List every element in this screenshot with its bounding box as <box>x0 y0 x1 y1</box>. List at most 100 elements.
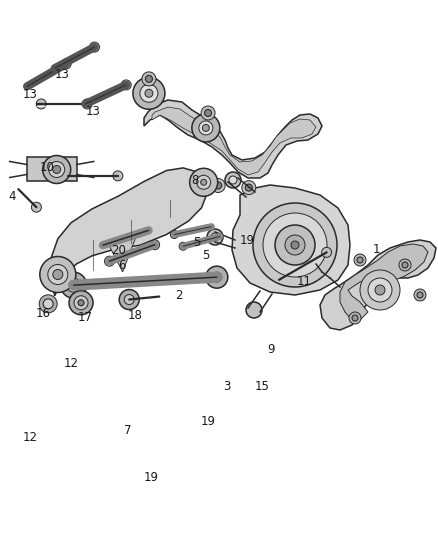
Circle shape <box>36 99 46 109</box>
Circle shape <box>89 42 99 52</box>
Text: 13: 13 <box>55 68 70 81</box>
Circle shape <box>39 295 57 313</box>
Circle shape <box>202 124 209 132</box>
Circle shape <box>42 156 71 183</box>
Circle shape <box>192 114 220 142</box>
Circle shape <box>40 256 76 293</box>
Polygon shape <box>144 100 322 178</box>
Circle shape <box>145 75 152 83</box>
Circle shape <box>246 302 262 318</box>
Text: 2: 2 <box>175 289 183 302</box>
Circle shape <box>49 161 65 177</box>
Circle shape <box>179 242 187 251</box>
Text: 13: 13 <box>85 106 100 118</box>
Circle shape <box>74 296 88 310</box>
Circle shape <box>170 230 178 239</box>
Circle shape <box>402 262 408 268</box>
Circle shape <box>67 171 77 181</box>
Text: 19: 19 <box>144 471 159 483</box>
Circle shape <box>199 121 213 135</box>
Text: 1: 1 <box>373 243 381 256</box>
Circle shape <box>142 72 156 86</box>
Circle shape <box>48 264 68 285</box>
Circle shape <box>205 109 212 117</box>
Circle shape <box>206 266 228 288</box>
Circle shape <box>375 285 385 295</box>
Circle shape <box>201 179 207 185</box>
Circle shape <box>245 184 252 191</box>
Circle shape <box>253 203 337 287</box>
Text: 11: 11 <box>297 275 312 288</box>
Circle shape <box>237 229 251 243</box>
Circle shape <box>121 80 131 90</box>
Text: 7: 7 <box>124 424 132 437</box>
Circle shape <box>119 289 139 310</box>
Circle shape <box>69 290 93 315</box>
Polygon shape <box>320 240 436 330</box>
Circle shape <box>417 292 423 298</box>
Polygon shape <box>232 185 350 295</box>
Text: 6: 6 <box>118 259 126 272</box>
Polygon shape <box>340 244 428 320</box>
Text: 15: 15 <box>254 380 269 393</box>
Text: 19: 19 <box>201 415 215 427</box>
Text: 20: 20 <box>111 244 126 257</box>
Circle shape <box>60 272 87 298</box>
Circle shape <box>150 240 159 250</box>
Circle shape <box>207 229 223 245</box>
Circle shape <box>211 233 219 241</box>
Circle shape <box>225 172 241 188</box>
Circle shape <box>285 235 305 255</box>
Circle shape <box>53 165 61 174</box>
Circle shape <box>190 168 218 196</box>
Text: 16: 16 <box>35 307 50 320</box>
Circle shape <box>140 84 158 102</box>
Text: 8: 8 <box>191 174 198 187</box>
Text: 5: 5 <box>194 236 201 249</box>
Circle shape <box>321 247 332 257</box>
Circle shape <box>145 89 153 98</box>
Circle shape <box>242 181 256 195</box>
Circle shape <box>215 182 222 189</box>
Text: 12: 12 <box>64 357 78 370</box>
Circle shape <box>357 257 363 263</box>
Text: 3: 3 <box>223 380 230 393</box>
Circle shape <box>240 232 247 239</box>
Text: 4: 4 <box>8 190 16 203</box>
Circle shape <box>124 295 134 304</box>
Circle shape <box>98 240 108 250</box>
Circle shape <box>349 312 361 324</box>
Text: 13: 13 <box>22 88 37 101</box>
Circle shape <box>113 171 123 181</box>
Circle shape <box>53 270 63 279</box>
Circle shape <box>263 213 327 277</box>
Polygon shape <box>27 157 77 182</box>
Circle shape <box>354 254 366 266</box>
Circle shape <box>275 225 315 265</box>
Circle shape <box>67 278 81 292</box>
Polygon shape <box>152 107 316 175</box>
Text: 12: 12 <box>22 431 37 443</box>
Circle shape <box>212 272 222 282</box>
Circle shape <box>360 270 400 310</box>
Circle shape <box>352 315 358 321</box>
Circle shape <box>105 256 114 266</box>
Text: 19: 19 <box>240 235 255 247</box>
Text: 17: 17 <box>78 311 93 324</box>
Circle shape <box>133 77 165 109</box>
Text: 5: 5 <box>202 249 209 262</box>
Text: 9: 9 <box>267 343 275 356</box>
Circle shape <box>82 99 92 109</box>
Circle shape <box>291 241 299 249</box>
Text: 10: 10 <box>40 161 55 174</box>
Polygon shape <box>110 237 136 272</box>
Circle shape <box>211 179 225 192</box>
Circle shape <box>399 259 411 271</box>
Circle shape <box>414 289 426 301</box>
Circle shape <box>201 106 215 120</box>
Circle shape <box>78 300 84 306</box>
Polygon shape <box>50 168 208 296</box>
Circle shape <box>43 299 53 309</box>
Circle shape <box>71 282 77 288</box>
Circle shape <box>61 59 71 69</box>
